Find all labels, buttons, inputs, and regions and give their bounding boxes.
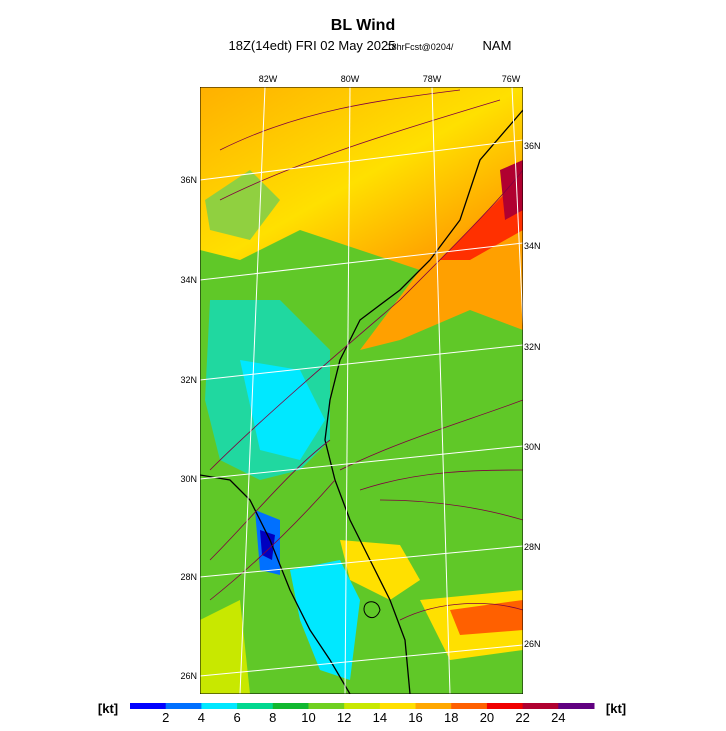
- colorbar-swatch: [344, 703, 381, 709]
- colorbar-tick: 20: [480, 710, 494, 725]
- colorbar-tick: 14: [373, 710, 387, 725]
- lat-label: 30N: [180, 474, 197, 484]
- lat-label: 26N: [524, 639, 541, 649]
- lon-label: 78W: [423, 74, 442, 84]
- colorbar-swatch: [522, 703, 559, 709]
- lon-label: 82W: [259, 74, 278, 84]
- subtitle: 18Z(14edt) FRI 02 May 2025: [229, 38, 396, 53]
- lat-label: 36N: [180, 175, 197, 185]
- colorbar-tick: 18: [444, 710, 458, 725]
- forecast: 18hrFcst@0204/: [387, 42, 454, 52]
- lat-label: 32N: [180, 375, 197, 385]
- colorbar-tick: 2: [162, 710, 169, 725]
- colorbar-tick: 4: [198, 710, 205, 725]
- lat-label: 34N: [180, 275, 197, 285]
- lat-label: 34N: [524, 241, 541, 251]
- colorbar-swatch: [165, 703, 202, 709]
- colorbar-tick: 12: [337, 710, 351, 725]
- colorbar-swatch: [558, 703, 595, 709]
- lat-label: 30N: [524, 442, 541, 452]
- lon-label: 80W: [341, 74, 360, 84]
- colorbar-swatch: [308, 703, 345, 709]
- lat-label: 28N: [180, 572, 197, 582]
- colorbar-swatch: [415, 703, 452, 709]
- colorbar-swatch: [379, 703, 417, 709]
- lat-label: 28N: [524, 542, 541, 552]
- title: BL Wind: [331, 17, 395, 34]
- map: [200, 87, 523, 694]
- colorbar-swatch: [130, 703, 167, 709]
- lon-label: 76W: [502, 74, 521, 84]
- unit-left: [kt]: [98, 701, 118, 716]
- colorbar-swatch: [201, 703, 238, 709]
- colorbar-tick: 8: [269, 710, 276, 725]
- colorbar-tick: 22: [515, 710, 529, 725]
- lat-label: 36N: [524, 141, 541, 151]
- colorbar-tick: 10: [301, 710, 315, 725]
- colorbar-tick: 6: [233, 710, 240, 725]
- model: NAM: [483, 38, 512, 53]
- lat-label: 26N: [180, 671, 197, 681]
- colorbar-swatch: [451, 703, 488, 709]
- colorbar-swatch: [486, 703, 524, 709]
- colorbar-swatch: [237, 703, 274, 709]
- colorbar-swatch: [272, 703, 309, 709]
- colorbar-tick: 24: [551, 710, 565, 725]
- colorbar-tick: 16: [408, 710, 422, 725]
- map-labels: 82W 80W 78W 76W 36N 34N 32N 30N 28N 26N 36N 34N 32N 3…: [180, 74, 540, 681]
- lat-label: 32N: [524, 342, 541, 352]
- unit-right: [kt]: [606, 701, 626, 716]
- colorbar: 2 4 6 8 10 12 14 16 18 20 22 24: [130, 703, 595, 725]
